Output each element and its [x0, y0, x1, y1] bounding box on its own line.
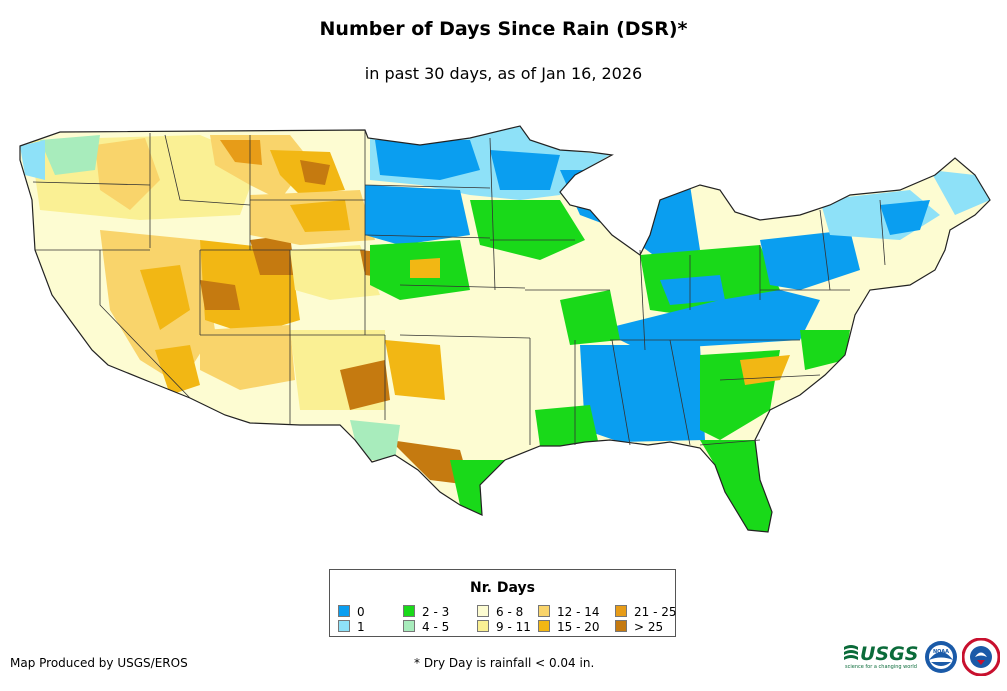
region-indiana-0: [660, 275, 725, 305]
dsr-map: [19, 125, 991, 533]
legend-item: 6 - 8: [477, 605, 523, 618]
map-subtitle: in past 30 days, as of Jan 16, 2026: [364, 64, 643, 83]
legend-label: 9 - 11: [496, 620, 531, 634]
legend-label: 21 - 25: [634, 605, 677, 619]
legend-label: 15 - 20: [557, 620, 600, 634]
usgs-waves-icon: [844, 645, 858, 660]
noaa-logo-text: NOAA: [933, 649, 949, 655]
region-south-texas-over-25: [390, 440, 470, 485]
border-new-england: [879, 199, 886, 266]
border-nd-sd: [364, 184, 491, 189]
border-ny-pa: [819, 209, 831, 291]
legend-swatch: [338, 620, 350, 632]
region-maine-1: [930, 170, 990, 215]
nws-logo: [962, 638, 1000, 676]
legend-item: 4 - 5: [403, 620, 449, 633]
border-ga-fl: [699, 439, 761, 446]
legend-swatch: [538, 620, 550, 632]
precip-regions: [20, 126, 990, 532]
legend-swatch: [477, 605, 489, 617]
border-ca-nv: [99, 250, 191, 399]
legend-title: Nr. Days: [470, 580, 535, 596]
legend-swatch: [477, 620, 489, 632]
footnote: * Dry Day is rainfall < 0.04 in.: [414, 656, 595, 670]
legend-swatch: [538, 605, 550, 617]
nws-bolt-icon: [977, 660, 985, 665]
region-utah-over-25: [250, 235, 295, 275]
legend-label: 0: [357, 605, 365, 619]
border-wa-or: [32, 181, 151, 186]
region-florida-2-3: [700, 440, 772, 532]
legend-label: 1: [357, 620, 365, 634]
border-sd-ne: [364, 234, 491, 239]
region-south-dakota-0: [365, 185, 470, 245]
region-north-dakota-0: [375, 140, 480, 180]
region-wyoming-15-20: [290, 200, 350, 232]
legend-item: 15 - 20: [538, 620, 600, 633]
region-michigan-1: [600, 195, 640, 225]
legend-label: 6 - 8: [496, 605, 524, 619]
region-nebraska-15-20: [410, 258, 440, 278]
legend-swatch: [403, 605, 415, 617]
noaa-logo: NOAA: [925, 641, 957, 673]
border-il-in: [639, 249, 646, 351]
legend-label: > 25: [634, 620, 664, 634]
legend-item: 9 - 11: [477, 620, 531, 633]
noaa-sea-icon: [931, 662, 951, 666]
region-virginia-2-3: [800, 330, 850, 370]
region-colorado-9-11: [290, 245, 380, 300]
region-texas-panhandle-15-20: [385, 340, 445, 400]
region-iowa-2-3: [470, 200, 585, 260]
region-washington-4-5: [40, 135, 100, 175]
legend-swatch: [338, 605, 350, 617]
border-ms-al: [611, 339, 631, 446]
legend-swatch: [615, 605, 627, 617]
legend-swatch: [615, 620, 627, 632]
map-title: Number of Days Since Rain (DSR)*: [319, 18, 688, 40]
legend-label: 12 - 14: [557, 605, 600, 619]
region-montana-21-25: [220, 140, 262, 165]
region-kentucky-tennessee-0: [600, 290, 820, 350]
legend-label: 2 - 3: [422, 605, 450, 619]
region-socal-15-20: [155, 345, 200, 395]
usgs-tagline: science for a changing world: [845, 664, 917, 670]
legend-item: 21 - 25: [615, 605, 677, 618]
region-idaho-12-14: [95, 138, 160, 210]
legend-item: 0: [338, 605, 365, 618]
region-newmexico-over-25: [340, 360, 390, 410]
legend-item: > 25: [615, 620, 663, 633]
legend-item: 1: [338, 620, 365, 633]
region-pennsylvania-0: [760, 230, 860, 290]
legend-item: 2 - 3: [403, 605, 449, 618]
border-al-ga: [669, 339, 691, 446]
usgs-logo: USGS science for a changing world: [844, 643, 918, 670]
border-mn-ia-west: [489, 137, 496, 291]
border-ne-ks: [399, 284, 526, 289]
state-borders: [32, 130, 886, 446]
region-new-england-0: [880, 200, 930, 235]
nws-inner-icon: [970, 646, 992, 668]
usgs-logo-text: USGS: [860, 643, 918, 665]
region-montana-over-25: [300, 160, 330, 185]
legend-item: 12 - 14: [538, 605, 600, 618]
border-ks-ok: [399, 334, 531, 339]
region-west-texas-4-5: [350, 420, 400, 460]
noaa-bird-icon: [929, 652, 953, 660]
nws-tornado-icon: [975, 652, 987, 657]
legend-swatch: [403, 620, 415, 632]
region-coast-1: [20, 140, 45, 180]
region-minnesota-0: [490, 150, 560, 190]
region-arizona-12-14: [200, 325, 295, 390]
region-missouri-2-3: [560, 290, 620, 345]
region-deep-south-0: [580, 345, 705, 442]
legend-label: 4 - 5: [422, 620, 450, 634]
map-credit: Map Produced by USGS/EROS: [10, 656, 188, 670]
border-nc-sc: [719, 374, 821, 381]
region-nevada-15-20: [140, 265, 190, 330]
us-outline: [19, 125, 991, 533]
border-id-mt: [164, 134, 251, 206]
region-utah-b-over-25: [200, 280, 240, 310]
region-louisiana-2-3: [535, 405, 600, 450]
